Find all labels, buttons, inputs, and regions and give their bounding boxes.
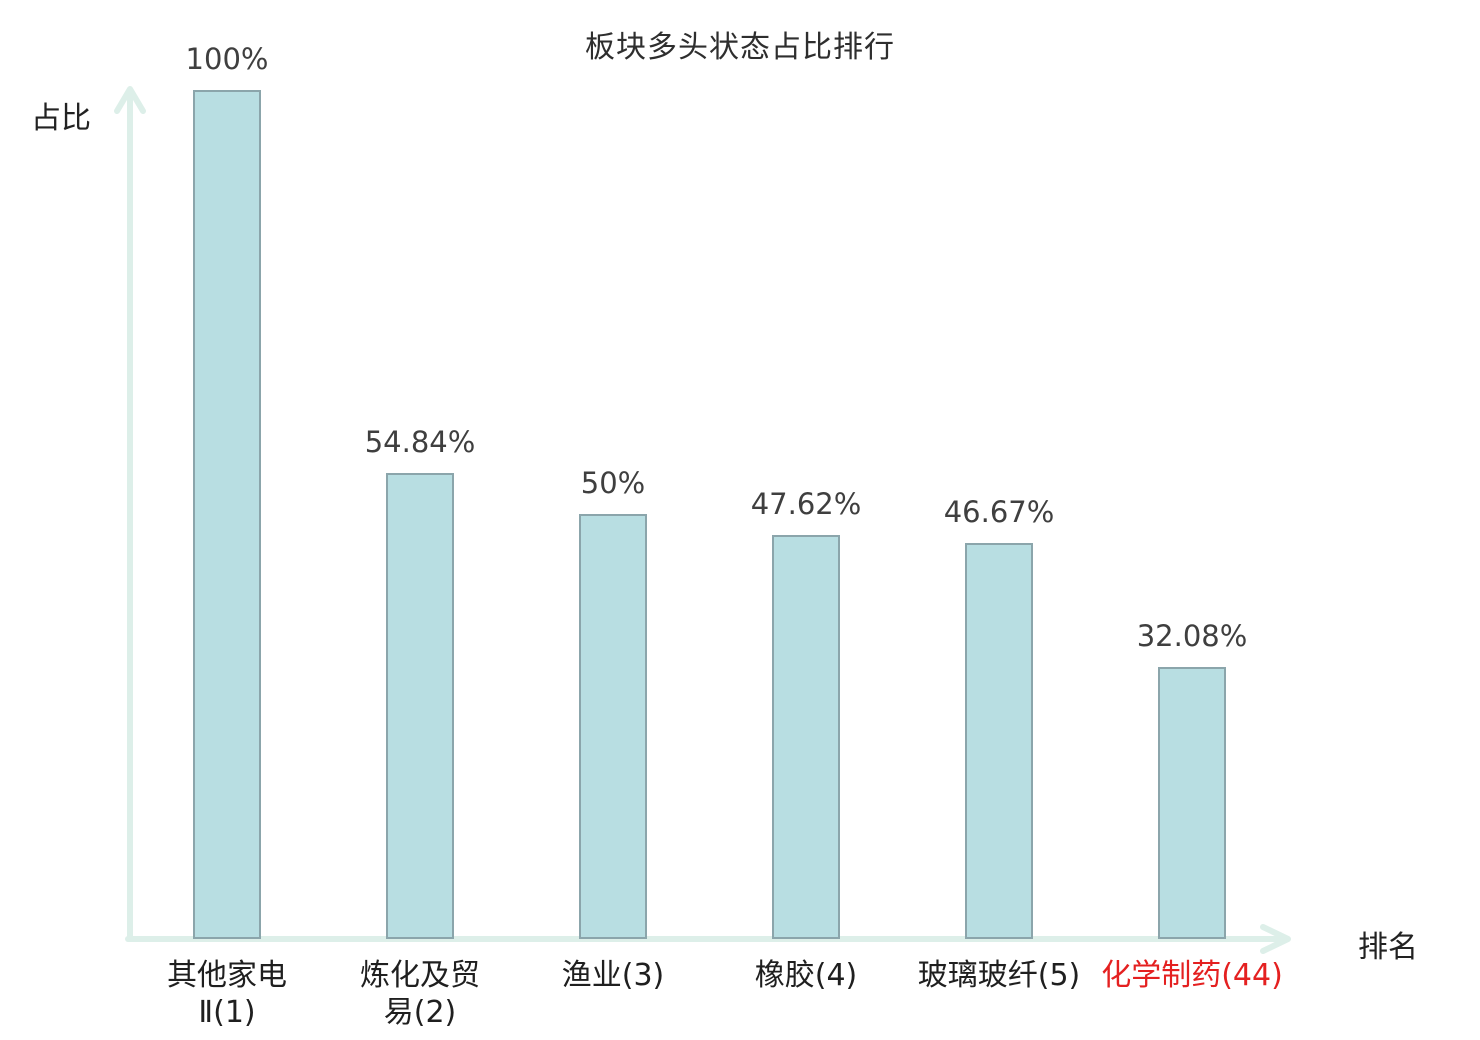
x-tick-label-1: 其他家电 Ⅱ(1)	[167, 958, 287, 1030]
x-axis-arrowhead-icon	[1260, 924, 1291, 954]
x-tick-label-2: 炼化及贸 易(2)	[360, 958, 480, 1030]
bar-3	[579, 514, 647, 939]
bar-value-label-6: 32.08%	[1136, 619, 1248, 653]
y-axis-label: 占比	[31, 101, 91, 136]
x-tick-label-5: 玻璃玻纤(5)	[917, 958, 1081, 993]
bar-value-label-5: 46.67%	[943, 495, 1055, 529]
bar-value-label-1: 100%	[185, 42, 269, 76]
x-tick-label-6: 化学制药(44)	[1101, 958, 1283, 993]
bar-value-label-4: 47.62%	[750, 487, 862, 521]
y-axis-arrowhead-icon	[114, 86, 146, 114]
bar-1	[193, 90, 261, 939]
bar-value-label-3: 50%	[580, 466, 646, 500]
bar-2	[386, 473, 454, 939]
chart-title: 板块多头状态占比排行	[585, 30, 895, 65]
x-tick-label-4: 橡胶(4)	[754, 958, 858, 993]
bar-4	[772, 535, 840, 939]
x-axis-label: 排名	[1358, 930, 1418, 965]
x-tick-label-3: 渔业(3)	[561, 958, 665, 993]
bar-6	[1158, 667, 1226, 939]
bar-5	[965, 543, 1033, 939]
bar-value-label-2: 54.84%	[364, 425, 476, 459]
